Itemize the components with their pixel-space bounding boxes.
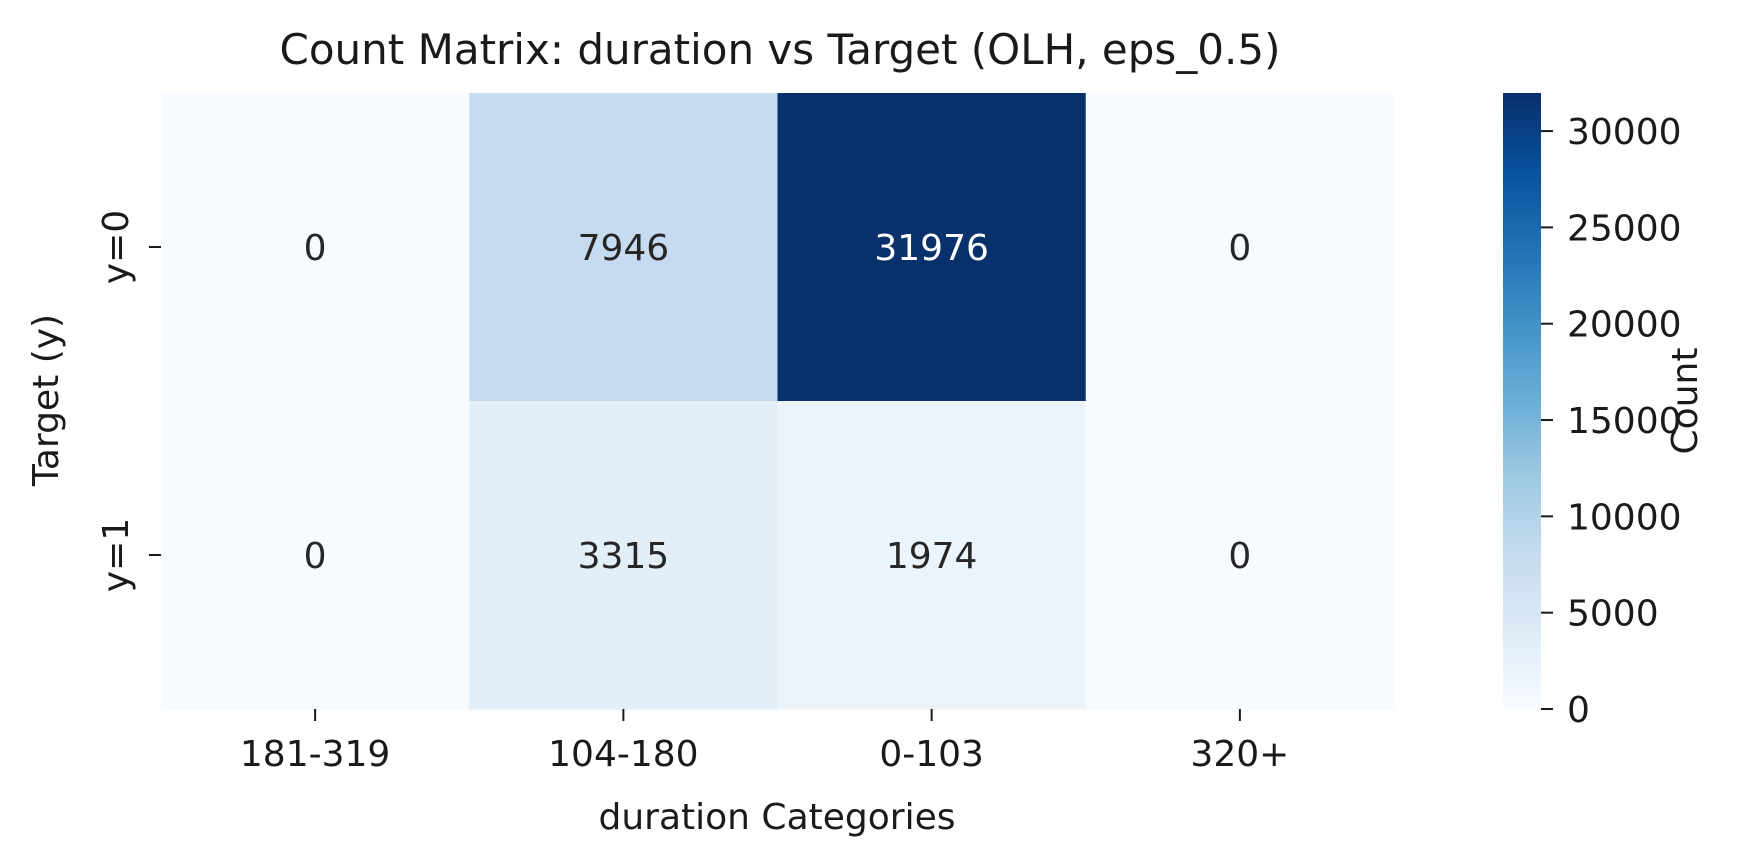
cell-value-label: 3315 bbox=[578, 536, 670, 577]
x-tick-label: 0-103 bbox=[879, 734, 984, 775]
heatmap-cell bbox=[777, 93, 1087, 402]
colorbar-tick-label: 5000 bbox=[1567, 594, 1659, 635]
cell-value-label: 0 bbox=[304, 536, 327, 577]
colorbar-ticks: 0 5000 10000 15000 20000 25000 30000 bbox=[1541, 112, 1682, 731]
colorbar-label: Count bbox=[1665, 348, 1706, 455]
colorbar-tick-label: 25000 bbox=[1567, 208, 1682, 249]
heatmap-cells: 0 7946 31976 0 0 3315 1974 0 bbox=[161, 93, 1395, 710]
heatmap-cell bbox=[469, 401, 779, 710]
cell-value-label: 7946 bbox=[578, 228, 670, 269]
x-tick-label: 181-319 bbox=[240, 734, 390, 775]
heatmap-cell bbox=[1085, 401, 1395, 710]
colorbar-tick-label: 20000 bbox=[1567, 305, 1682, 346]
heatmap-cell bbox=[161, 401, 470, 710]
colorbar-tick-label: 0 bbox=[1567, 690, 1590, 731]
y-tick-label: y=1 bbox=[96, 518, 137, 592]
x-axis-label: duration Categories bbox=[599, 797, 956, 838]
x-tick-label: 104-180 bbox=[548, 734, 698, 775]
cell-value-label: 0 bbox=[1228, 228, 1251, 269]
cell-value-label: 0 bbox=[304, 228, 327, 269]
colorbar bbox=[1503, 93, 1541, 709]
x-axis-ticks: 181-319 104-180 0-103 320+ bbox=[240, 709, 1289, 775]
x-tick-label: 320+ bbox=[1190, 734, 1289, 775]
y-tick-label: y=0 bbox=[96, 210, 137, 284]
heatmap-cell bbox=[1085, 93, 1395, 402]
heatmap-cell bbox=[161, 93, 470, 402]
y-axis-ticks: y=0 y=1 bbox=[96, 210, 161, 592]
colorbar-tick-label: 30000 bbox=[1567, 112, 1682, 153]
chart-title: Count Matrix: duration vs Target (OLH, e… bbox=[280, 25, 1281, 74]
cell-value-label: 1974 bbox=[886, 536, 978, 577]
colorbar-tick-label: 15000 bbox=[1567, 401, 1682, 442]
colorbar-tick-label: 10000 bbox=[1567, 497, 1682, 538]
cell-value-label: 31976 bbox=[874, 228, 989, 269]
heatmap-cell bbox=[469, 93, 779, 402]
cell-value-label: 0 bbox=[1228, 536, 1251, 577]
heatmap-cell bbox=[777, 401, 1087, 710]
y-axis-label: Target (y) bbox=[26, 314, 67, 487]
